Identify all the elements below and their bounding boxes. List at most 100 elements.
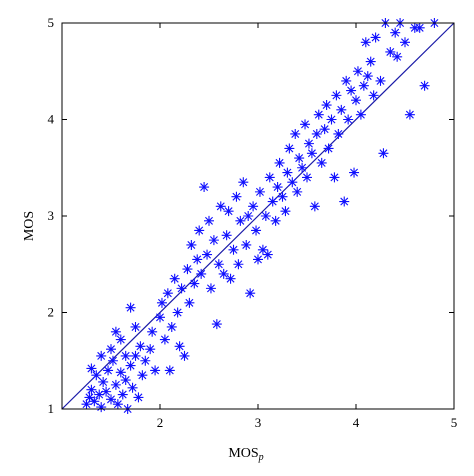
data-point bbox=[107, 355, 118, 366]
data-point bbox=[145, 344, 156, 355]
data-point bbox=[419, 80, 430, 91]
data-point bbox=[179, 350, 190, 361]
y-tick-label: 5 bbox=[48, 15, 55, 30]
data-point bbox=[110, 326, 121, 337]
data-point bbox=[302, 172, 312, 183]
data-point bbox=[390, 27, 401, 38]
data-point bbox=[292, 186, 303, 197]
data-point bbox=[225, 273, 236, 284]
data-point bbox=[125, 302, 136, 313]
data-point bbox=[362, 71, 373, 82]
data-point bbox=[333, 128, 344, 139]
data-point bbox=[176, 283, 187, 294]
y-tick-label: 1 bbox=[48, 401, 55, 416]
data-point bbox=[253, 254, 263, 265]
data-point bbox=[352, 66, 363, 77]
data-point bbox=[326, 114, 337, 125]
data-point bbox=[86, 384, 97, 395]
data-point bbox=[137, 370, 148, 381]
data-point bbox=[233, 259, 244, 270]
data-point bbox=[155, 312, 165, 323]
data-point bbox=[341, 75, 352, 86]
data-point bbox=[211, 319, 222, 330]
data-point bbox=[213, 259, 224, 270]
data-point bbox=[125, 360, 136, 371]
data-point bbox=[313, 109, 324, 120]
ticks-group: 2 3 4 5 1 2 3 4 5 bbox=[48, 15, 458, 430]
data-point bbox=[112, 399, 123, 410]
data-point bbox=[117, 389, 128, 400]
data-point bbox=[257, 244, 268, 255]
data-point bbox=[243, 211, 254, 221]
data-point bbox=[238, 177, 249, 188]
data-point bbox=[159, 334, 170, 345]
data-point bbox=[343, 114, 354, 125]
data-point bbox=[115, 334, 126, 345]
data-point bbox=[196, 268, 207, 279]
data-point bbox=[194, 225, 205, 236]
data-point bbox=[96, 350, 107, 361]
data-point bbox=[331, 90, 342, 101]
data-point bbox=[215, 201, 226, 212]
data-point bbox=[115, 367, 126, 378]
x-tick-label: 5 bbox=[451, 415, 458, 430]
data-point bbox=[360, 37, 371, 48]
reference-line bbox=[61, 22, 455, 410]
y-tick-label: 3 bbox=[48, 208, 55, 223]
data-point bbox=[218, 268, 229, 279]
x-axis-label-subscript: p bbox=[258, 452, 264, 463]
data-point bbox=[309, 201, 320, 212]
data-point bbox=[130, 350, 141, 361]
data-point bbox=[264, 172, 275, 183]
data-point bbox=[339, 196, 350, 207]
data-point bbox=[150, 365, 161, 376]
data-point bbox=[272, 182, 283, 193]
data-point bbox=[106, 394, 116, 405]
data-point bbox=[130, 321, 141, 332]
data-point bbox=[323, 143, 334, 154]
x-tick-label: 4 bbox=[353, 415, 360, 430]
data-point bbox=[270, 215, 281, 226]
data-point bbox=[120, 350, 131, 361]
data-point bbox=[287, 177, 298, 188]
data-point bbox=[277, 191, 288, 202]
data-point bbox=[311, 128, 322, 139]
data-point bbox=[101, 386, 112, 397]
data-point bbox=[251, 225, 262, 236]
data-point bbox=[204, 215, 214, 226]
data-point bbox=[349, 167, 360, 178]
data-point bbox=[284, 143, 295, 154]
data-point bbox=[346, 85, 357, 96]
data-point bbox=[303, 138, 314, 149]
data-point bbox=[414, 22, 425, 33]
data-point bbox=[221, 230, 232, 241]
data-point bbox=[98, 376, 109, 387]
data-point bbox=[368, 90, 379, 101]
data-point bbox=[182, 264, 193, 275]
data-point bbox=[262, 249, 273, 260]
data-point bbox=[404, 109, 415, 120]
data-point bbox=[120, 375, 131, 386]
data-point bbox=[223, 206, 234, 217]
data-point bbox=[306, 148, 317, 159]
data-point bbox=[294, 153, 305, 164]
y-axis-label: MOS bbox=[22, 211, 37, 241]
data-point bbox=[370, 32, 381, 43]
x-tick-label: 2 bbox=[157, 415, 164, 430]
data-point bbox=[202, 249, 213, 260]
y-tick-label: 4 bbox=[48, 112, 55, 127]
data-point bbox=[164, 365, 175, 376]
data-point bbox=[245, 288, 256, 299]
data-point bbox=[192, 254, 203, 265]
data-point bbox=[385, 46, 396, 57]
data-point bbox=[241, 239, 252, 250]
x-tick-label: 3 bbox=[255, 415, 262, 430]
data-point bbox=[186, 239, 197, 250]
data-point bbox=[166, 321, 177, 332]
data-point bbox=[94, 389, 105, 400]
data-point bbox=[392, 51, 403, 62]
data-point bbox=[205, 283, 216, 294]
data-point bbox=[135, 341, 146, 352]
y-tick-label: 2 bbox=[48, 305, 55, 320]
